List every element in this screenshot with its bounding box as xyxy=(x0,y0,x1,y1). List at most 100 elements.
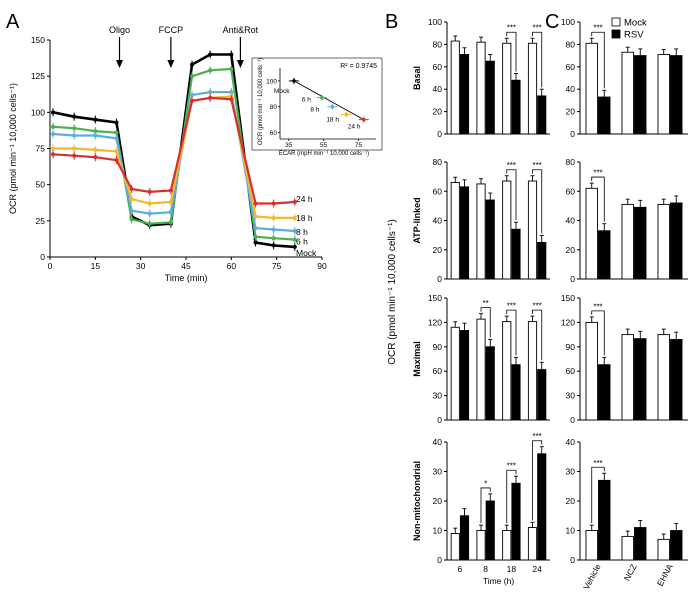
bar-mock xyxy=(621,203,634,280)
bar-y-tick-label: 80 xyxy=(566,39,576,49)
significance-label: *** xyxy=(507,24,516,33)
bar-mock xyxy=(585,42,598,135)
bar-y-tick-label: 60 xyxy=(433,62,443,72)
panel-label-c: C xyxy=(545,11,559,33)
bar-category-label: EHNA xyxy=(655,562,675,588)
bar-mock xyxy=(450,533,460,561)
data-point xyxy=(168,200,173,205)
bar-y-tick-label: 120 xyxy=(561,317,575,327)
data-point xyxy=(147,221,152,226)
data-point xyxy=(253,226,258,231)
bar-y-tick-label: 20 xyxy=(566,496,576,506)
bar-rsv xyxy=(485,199,495,280)
series-label: 6 h xyxy=(296,237,308,247)
significance-label: *** xyxy=(532,161,541,170)
significance-bracket xyxy=(591,176,605,222)
data-point xyxy=(253,234,258,239)
bar-y-tick-label: 20 xyxy=(433,496,443,506)
data-point xyxy=(229,97,234,102)
data-point xyxy=(93,133,98,138)
bar-y-tick-label: 60 xyxy=(566,366,576,376)
y-tick-label: 50 xyxy=(36,180,46,190)
x-tick-label: 75 xyxy=(272,261,282,271)
data-point xyxy=(93,117,98,122)
significance-bracket xyxy=(480,487,491,524)
bar-mock xyxy=(502,180,512,280)
legend: Mock RSV xyxy=(611,18,647,41)
inset-frame xyxy=(251,57,383,151)
inset-data-point xyxy=(361,117,366,122)
inset-data-point xyxy=(292,79,296,83)
data-point xyxy=(51,146,56,151)
x-tick-label: 45 xyxy=(181,261,191,271)
bar-rsv xyxy=(598,479,611,561)
legend-label-rsv: RSV xyxy=(624,30,644,41)
bar-mock xyxy=(585,321,598,421)
bar-rsv xyxy=(485,346,495,421)
bar-y-tick-label: 60 xyxy=(566,186,576,196)
bar-rsv xyxy=(598,96,611,135)
bar-rsv xyxy=(459,54,470,135)
significance-bracket xyxy=(506,309,517,356)
data-point xyxy=(147,201,152,206)
bar-rsv xyxy=(511,79,521,135)
significance-bracket xyxy=(591,31,605,89)
significance-bracket xyxy=(591,310,605,356)
bar-rsv xyxy=(670,55,683,135)
bar-y-tick-label: 100 xyxy=(561,17,575,27)
inset-data-point xyxy=(330,104,335,109)
data-point xyxy=(292,228,297,233)
bar-mock xyxy=(527,527,538,561)
y-tick-label: 25 xyxy=(36,216,46,226)
bar-rsv xyxy=(598,364,611,421)
bar-category-label: 8 xyxy=(483,564,488,574)
data-point xyxy=(72,146,77,151)
data-point xyxy=(208,68,213,73)
bar-y-tick-label: 60 xyxy=(566,62,576,72)
data-point xyxy=(51,124,56,129)
bar-y-tick-label: 0 xyxy=(570,274,575,284)
bar-mock xyxy=(450,182,460,280)
bar-mock xyxy=(657,54,670,135)
data-point xyxy=(72,114,77,119)
x-tick-label: 60 xyxy=(227,261,237,271)
panel-c-bar-charts: 020406080100***020406080***0306090120150… xyxy=(561,17,688,591)
bar-y-tick-label: 10 xyxy=(566,526,576,536)
data-point xyxy=(271,236,276,241)
series-label: 8 h xyxy=(296,227,308,237)
significance-label: *** xyxy=(593,459,602,468)
bar-y-tick-label: 0 xyxy=(437,129,442,139)
data-point xyxy=(129,217,134,222)
panel-b-y-axis-label: OCR (pmol min⁻¹ 10,000 cells⁻¹) xyxy=(387,219,398,365)
inset-y-axis-label: OCR (pmol min⁻¹ 10,000 cells⁻¹) xyxy=(258,58,264,145)
data-point xyxy=(72,153,77,158)
significance-label: *** xyxy=(507,302,516,311)
inset-y-tick-label: 80 xyxy=(270,104,278,111)
data-point xyxy=(51,152,56,157)
x-tick-label: 15 xyxy=(91,261,101,271)
data-point xyxy=(51,110,56,115)
x-tick-label: 0 xyxy=(48,261,53,271)
bar-mock xyxy=(621,535,634,561)
significance-label: *** xyxy=(532,302,541,311)
data-point xyxy=(147,211,152,216)
bar-category-label: NCZ xyxy=(622,562,639,582)
data-point xyxy=(253,201,258,206)
data-point xyxy=(72,133,77,138)
bar-y-tick-label: 90 xyxy=(433,342,443,352)
data-point xyxy=(114,136,119,141)
bar-mock xyxy=(657,334,670,421)
legend-label-mock: Mock xyxy=(624,18,647,29)
bar-mock xyxy=(527,321,538,421)
inset-x-tick-label: 75 xyxy=(355,142,363,149)
bar-y-tick-label: 150 xyxy=(428,293,442,303)
significance-label: *** xyxy=(593,24,602,33)
bar-mock xyxy=(585,187,598,280)
significance-bracket xyxy=(506,469,517,524)
bar-rsv xyxy=(459,330,470,421)
bar-mock xyxy=(502,530,512,561)
significance-label: *** xyxy=(507,161,516,170)
bar-mock xyxy=(476,183,486,280)
bar-y-tick-label: 40 xyxy=(566,216,576,226)
data-point xyxy=(292,244,297,249)
